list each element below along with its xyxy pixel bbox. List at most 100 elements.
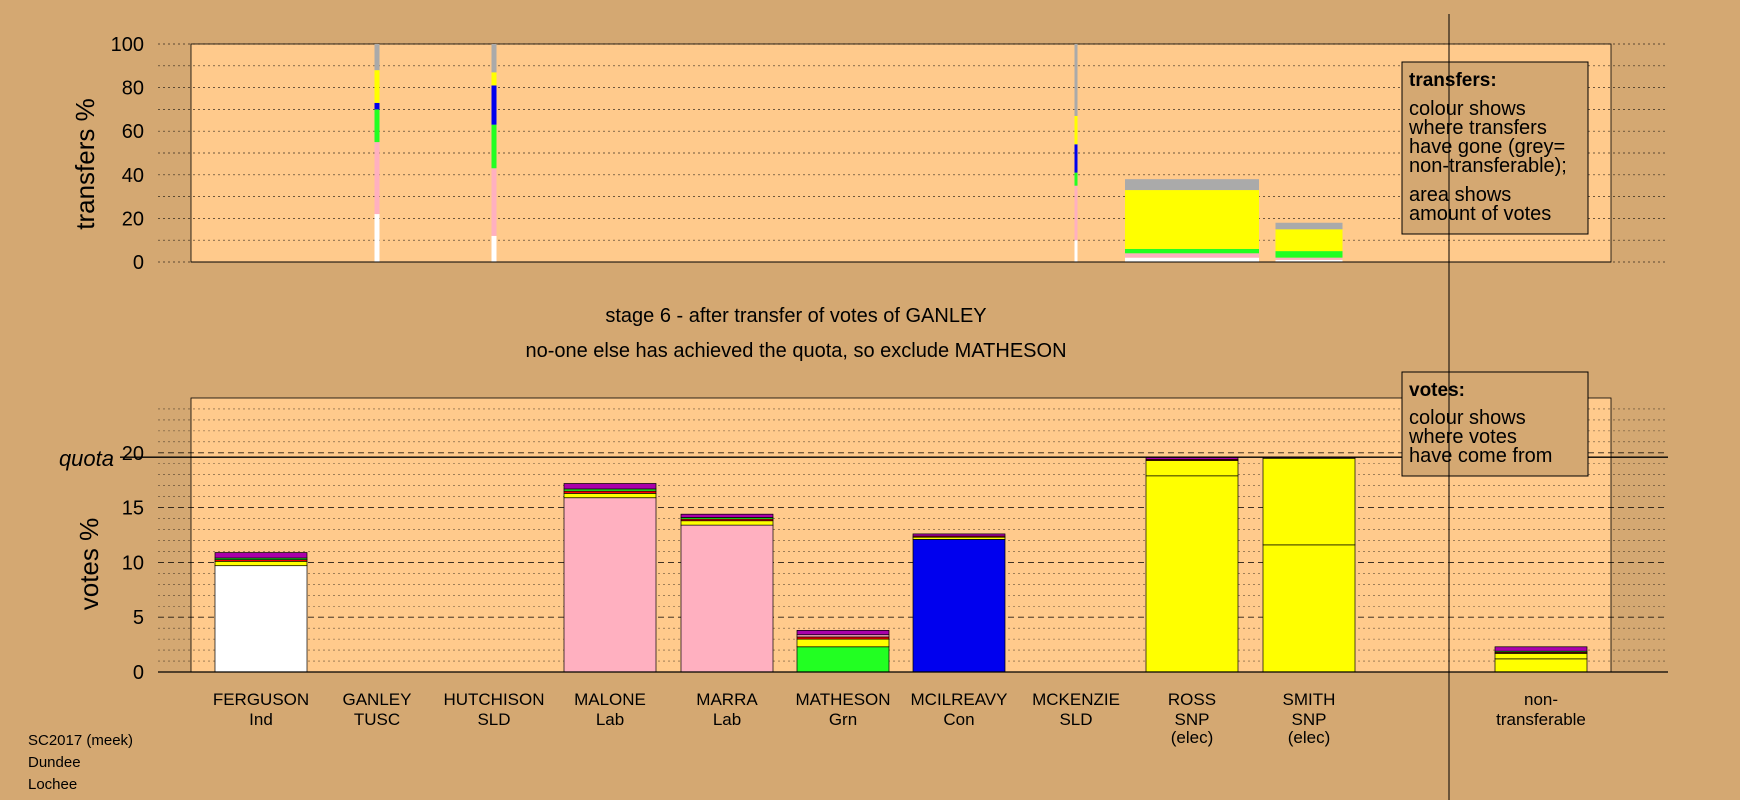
quota-label: quota [59, 446, 114, 471]
candidate-party: Ind [249, 710, 273, 729]
votes-segment-snp [1145, 475, 1239, 673]
candidate-party: SNP [1175, 710, 1210, 729]
candidate-name: MATHESON [795, 690, 890, 709]
votes-y-axis-title: votes % [74, 518, 104, 611]
transfers-segment-ind [491, 235, 497, 262]
votes-segment-sld [1494, 646, 1588, 652]
votes-bar-matheson [796, 630, 890, 673]
stage-subtitle: no-one else has achieved the quota, so e… [525, 340, 1066, 362]
candidate-name: MALONE [574, 690, 646, 709]
transfers-y-tick-label: 100 [111, 34, 144, 56]
transfers-legend-line: non-transferable); [1409, 155, 1567, 177]
candidate-label: non-transferable [1496, 690, 1586, 729]
transfers-legend-heading: transfers: [1409, 70, 1497, 91]
votes-segment-sld [214, 552, 308, 559]
votes-bar-marra [680, 513, 774, 673]
votes-bar-mcilreavy [912, 533, 1006, 673]
votes-segment-snp [1262, 457, 1356, 546]
votes-segment-grn [796, 646, 890, 673]
votes-bar-smith [1262, 456, 1356, 673]
transfers-segment-lab [1275, 257, 1343, 260]
transfers-segment-ind [1275, 259, 1343, 262]
candidate-name: FERGUSON [213, 690, 309, 709]
votes-legend-line: where votes [1408, 426, 1517, 448]
transfers-y-tick-label: 80 [122, 78, 144, 100]
votes-bar-ferguson [214, 552, 308, 673]
candidate-party: TUSC [354, 710, 400, 729]
candidate-party: Con [943, 710, 974, 729]
votes-segment-lab [680, 524, 774, 673]
transfers-segment-ind [1074, 240, 1078, 262]
votes-segment-snp [1262, 544, 1356, 673]
transfers-segment-nontransferable [491, 44, 497, 73]
transfers-y-tick-label: 20 [122, 208, 144, 230]
transfers-y-axis-title: transfers % [70, 98, 100, 230]
transfers-bar-ganley [374, 44, 380, 262]
transfers-segment-nontransferable [1275, 222, 1343, 230]
candidate-status: (elec) [1171, 728, 1214, 747]
transfers-legend-line: amount of votes [1409, 203, 1551, 225]
transfers-segment-con [374, 102, 380, 110]
transfers-segment-grn [491, 124, 497, 169]
transfers-legend-line: colour shows [1409, 98, 1526, 120]
candidate-name: MARRA [696, 690, 758, 709]
footer-method: SC2017 (meek) [28, 732, 133, 749]
votes-segment-con [912, 539, 1006, 673]
transfers-segment-nontransferable [1125, 179, 1259, 191]
transfers-y-tick-label: 40 [122, 165, 144, 187]
votes-legend-line: have come from [1409, 445, 1552, 467]
votes-segment-snp [1145, 460, 1239, 477]
transfers-segment-con [1074, 144, 1078, 173]
votes-y-tick-label: 20 [122, 443, 144, 465]
transfers-bar-ross [1125, 179, 1259, 262]
votes-segment-sld [563, 483, 657, 490]
transfers-segment-ind [374, 214, 380, 262]
votes-segment-snp [1494, 653, 1588, 660]
transfers-bar-hutchison [491, 44, 497, 262]
votes-legend-heading: votes: [1409, 380, 1465, 401]
transfers-legend-line: area shows [1409, 184, 1511, 206]
transfers-segment-snp [374, 70, 380, 103]
votes-segment-sld [796, 630, 890, 636]
transfers-legend-line: have gone (grey= [1409, 136, 1565, 158]
transfers-segment-lab [374, 142, 380, 215]
transfers-segment-grn [1275, 251, 1343, 258]
transfers-legend: transfers: colour shows where transfers … [1401, 61, 1589, 235]
candidate-name: MCKENZIE [1032, 690, 1120, 709]
candidate-party: transferable [1496, 710, 1586, 729]
transfers-y-tick-label: 0 [133, 252, 144, 274]
transfers-bars [374, 44, 1343, 262]
votes-chart: 0 5 10 15 20 quota votes % [59, 397, 1668, 684]
votes-y-tick-label: 0 [133, 662, 144, 684]
votes-y-ticks: 0 5 10 15 20 [122, 443, 144, 684]
votes-segment-snp [563, 493, 657, 499]
candidate-name: HUTCHISON [443, 690, 544, 709]
transfers-segment-grn [1074, 172, 1078, 186]
transfers-segment-grn [1125, 248, 1259, 254]
transfers-legend-line: where transfers [1408, 117, 1547, 139]
candidate-party: SNP [1292, 710, 1327, 729]
votes-segment-snp [214, 560, 308, 567]
stage-title: stage 6 - after transfer of votes of GAN… [605, 305, 986, 327]
transfers-bar-smith [1275, 222, 1343, 262]
transfers-segment-snp [1275, 229, 1343, 252]
votes-segment-ind [214, 565, 308, 673]
transfers-segment-snp [1125, 190, 1259, 249]
votes-segment-sld [912, 533, 1006, 537]
votes-bar-non-transferable [1494, 646, 1588, 673]
candidate-status: (elec) [1288, 728, 1331, 747]
candidate-party: Grn [829, 710, 857, 729]
votes-bar-malone [563, 483, 657, 673]
candidate-party: SLD [477, 710, 510, 729]
votes-legend: votes: colour shows where votes have com… [1401, 371, 1589, 477]
votes-legend-line: colour shows [1409, 407, 1526, 429]
